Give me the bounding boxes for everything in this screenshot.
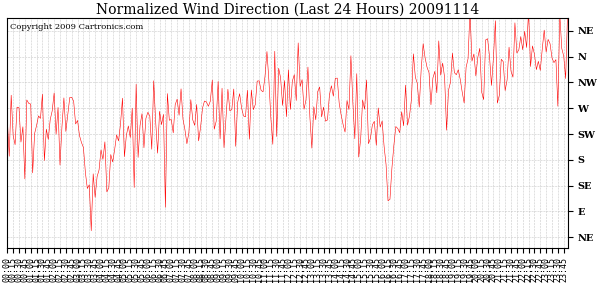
Text: Copyright 2009 Cartronics.com: Copyright 2009 Cartronics.com: [10, 23, 143, 30]
Title: Normalized Wind Direction (Last 24 Hours) 20091114: Normalized Wind Direction (Last 24 Hours…: [96, 3, 479, 17]
